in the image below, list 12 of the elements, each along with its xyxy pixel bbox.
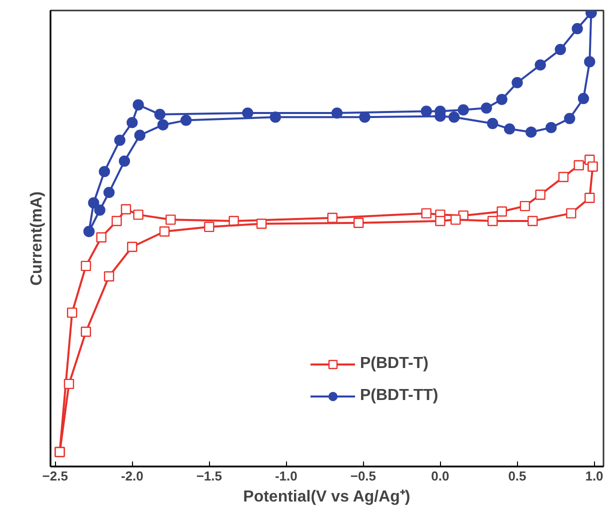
x-tick-label: 0.5 — [508, 468, 526, 484]
x-tick-label: −2.5 — [42, 468, 68, 484]
x-tick-label: -2.0 — [120, 468, 144, 484]
y-axis-title: Current(mA) — [28, 191, 46, 286]
legend-label: P(BDT-T) — [360, 355, 428, 373]
x-tick-label: 1.0 — [585, 468, 604, 484]
legend-label: P(BDT-TT) — [360, 387, 438, 405]
x-tick-label: -1.0 — [274, 468, 298, 484]
x-tick-label: −1.5 — [196, 468, 222, 484]
x-tick-label: −0.5 — [350, 468, 376, 484]
x-axis-title: Potential(V vs Ag/Ag⁺) — [243, 488, 410, 506]
x-tick-label: 0.0 — [431, 468, 450, 484]
